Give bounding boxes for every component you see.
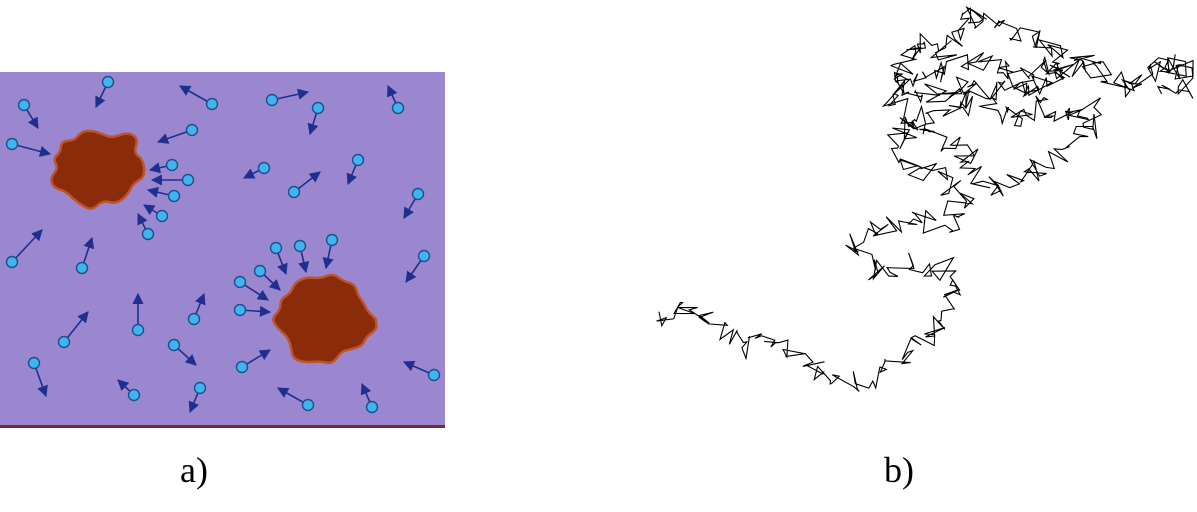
panel-a-caption: a) — [180, 450, 208, 490]
particle — [205, 97, 219, 111]
particle-arrow — [63, 311, 89, 343]
particle — [351, 153, 365, 167]
particle — [167, 189, 181, 203]
particle — [181, 173, 195, 187]
particle — [253, 264, 267, 278]
random-walk-panel — [645, 0, 1197, 410]
particle — [233, 275, 247, 289]
particle — [325, 233, 339, 247]
diffusion-aggregation-panel — [0, 72, 445, 428]
cluster-right — [272, 273, 378, 365]
particle — [17, 98, 31, 112]
particle — [131, 323, 145, 337]
particle — [155, 209, 169, 223]
particle — [167, 338, 181, 352]
random-walk-diagram — [656, 5, 1194, 392]
particle — [193, 381, 207, 395]
particle — [417, 249, 431, 263]
particle — [233, 303, 247, 317]
particle — [301, 398, 315, 412]
particle — [235, 360, 249, 374]
particle — [287, 185, 301, 199]
particle — [411, 187, 425, 201]
diffusion-aggregation-diagram — [0, 72, 445, 428]
particle — [127, 388, 141, 402]
particle — [141, 227, 155, 241]
particle-arrow — [11, 143, 52, 157]
particle — [5, 255, 19, 269]
particle — [185, 123, 199, 137]
particle — [5, 137, 19, 151]
particle — [187, 312, 201, 326]
panel-b-caption: b) — [884, 450, 914, 490]
particle — [311, 101, 325, 115]
particle — [101, 75, 115, 89]
particle-arrow — [11, 229, 43, 263]
particle — [75, 261, 89, 275]
cluster-left — [50, 129, 146, 210]
particle — [269, 241, 283, 255]
panel-a-bottom-edge — [0, 425, 445, 428]
particle — [365, 400, 379, 414]
random-walk-path — [656, 5, 1194, 392]
panel-a-background — [0, 72, 445, 428]
particle — [257, 161, 271, 175]
particle — [293, 239, 307, 253]
particle — [391, 101, 405, 115]
particle — [265, 93, 279, 107]
particle — [165, 158, 179, 172]
particle — [427, 368, 441, 382]
particle — [57, 335, 71, 349]
particle — [27, 356, 41, 370]
